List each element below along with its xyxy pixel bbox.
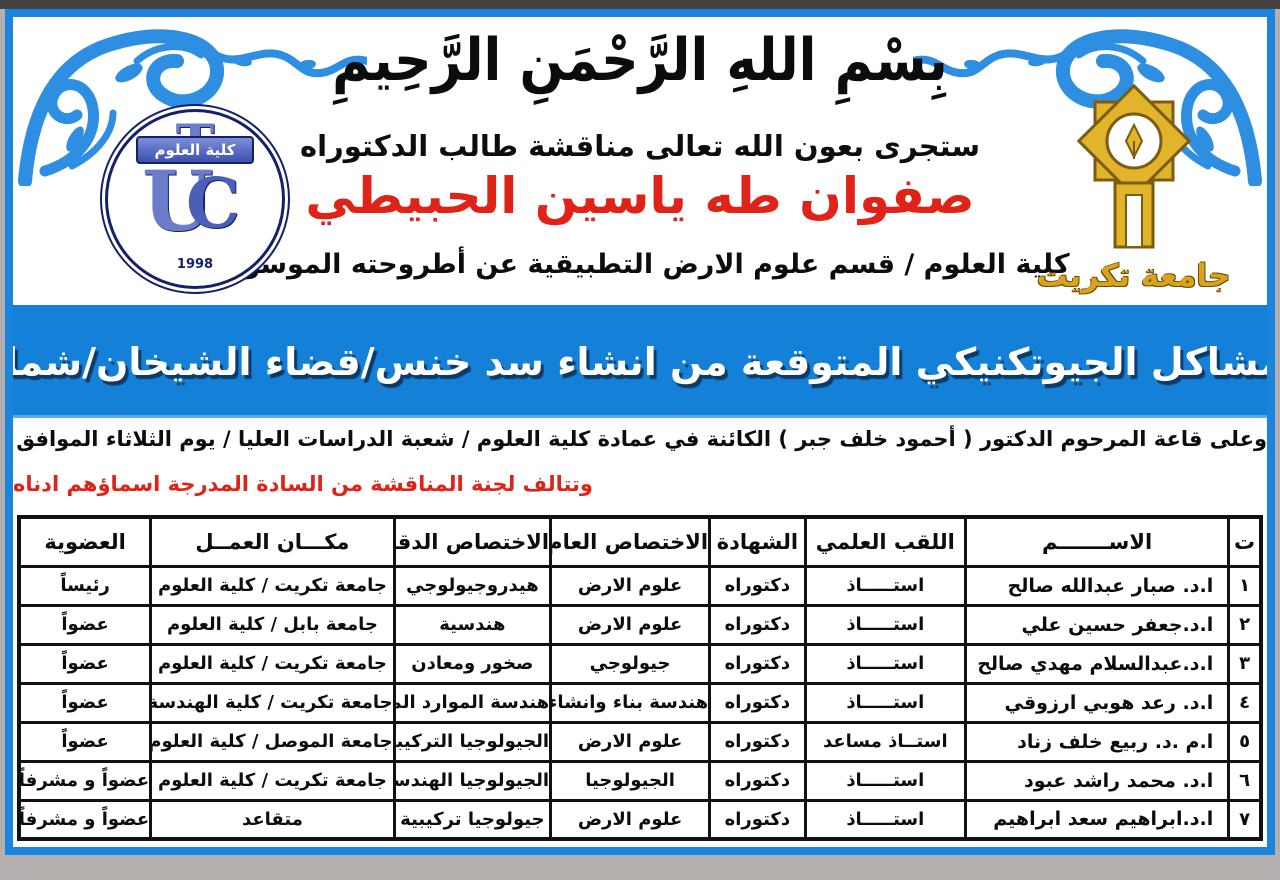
thesis-title-banner: دراسة المشاكل الجيوتكنيكي المتوقعة من ان…	[13, 305, 1267, 418]
table-cell: استــاذ مساعد	[803, 720, 967, 763]
table-cell: الجيولوجيا الهندسية	[392, 759, 553, 802]
table-row: ٣ ا.د.عبدالسلام مهدي صالح استـــــاذ دكتورا…	[17, 642, 1263, 685]
table-cell: دكتوراه	[708, 642, 807, 685]
table-row: ٤ ا.د. رعد هوبي ارزوقي استـــــاذ دكتوراه هن…	[17, 681, 1263, 724]
table-cell: الجيولوجيا التركيبية	[392, 720, 553, 763]
table-row: ٦ ا.د. محمد راشد عبود استـــــاذ دكتوراه الج…	[17, 759, 1263, 802]
monogram-letter-u: U	[142, 154, 214, 250]
table-cell: استـــــاذ	[803, 759, 967, 802]
column-header: الشهادة	[708, 515, 807, 568]
table-cell: جامعة بابل / كلية العلوم	[149, 603, 396, 646]
table-cell: عضواً و مشرفاً	[17, 798, 153, 841]
table-cell: استـــــاذ	[803, 564, 967, 607]
top-edge-strip	[0, 0, 1280, 9]
table-cell: هيدروجيولوجي	[392, 564, 553, 607]
committee-intro-line: وتتالف لجنة المناقشة من السادة المدرجة ا…	[13, 472, 593, 496]
university-emblem-icon	[1076, 83, 1192, 249]
table-cell: علوم الارض	[549, 564, 712, 607]
table-cell: عضواً و مشرفاً	[17, 759, 153, 802]
table-row: ٢ ا.د.جعفر حسين علي استـــــاذ دكتوراه علوم …	[17, 603, 1263, 646]
table-cell: ٢	[1227, 603, 1263, 646]
column-header: ت	[1227, 515, 1263, 568]
table-cell: ا.د.عبدالسلام مهدي صالح	[963, 642, 1231, 685]
table-cell: دكتوراه	[708, 798, 807, 841]
committee-table-wrapper: ت الاســـــــم اللقب العلمي الشهادة الاختصاص…	[17, 515, 1263, 841]
college-name-ribbon: كلية العلوم	[136, 136, 254, 164]
table-body: ١ ا.د. صبار عبدالله صالح استـــــاذ دكتوراه…	[17, 564, 1263, 841]
table-cell: علوم الارض	[549, 798, 712, 841]
table-cell: ٣	[1227, 642, 1263, 685]
bismillah-calligraphy: بِسْمِ اللهِ الرَّحْمَنِ الرَّحِيمِ	[332, 27, 948, 95]
college-monogram: U C T	[108, 112, 282, 286]
table-cell: ا.د.ابراهيم سعد ابراهيم	[963, 798, 1231, 841]
table-header-row: ت الاســـــــم اللقب العلمي الشهادة الاختصاص…	[17, 515, 1263, 568]
table-cell: علوم الارض	[549, 720, 712, 763]
college-founding-year: 1998	[176, 257, 214, 272]
table-cell: الجيولوجيا	[549, 759, 712, 802]
venue-date-line: وعلى قاعة المرحوم الدكتور ( أحمود خلف جب…	[13, 427, 1267, 451]
table-cell: عضواً	[17, 642, 153, 685]
university-name-label: جامعة تكريت	[1036, 258, 1231, 294]
table-cell: دكتوراه	[708, 564, 807, 607]
table-cell: دكتوراه	[708, 603, 807, 646]
column-header: الاســـــــم	[963, 515, 1231, 568]
table-cell: استـــــاذ	[803, 798, 967, 841]
table-cell: جامعة الموصل / كلية العلوم	[149, 720, 396, 763]
table-cell: جامعة تكريت / كلية الهندسة	[149, 681, 396, 724]
table-cell: جامعة تكريت / كلية العلوم	[149, 759, 396, 802]
column-header: مكـــان العمــل	[149, 515, 396, 568]
table-cell: ا.د. محمد راشد عبود	[963, 759, 1231, 802]
committee-table: ت الاســـــــم اللقب العلمي الشهادة الاختصاص…	[17, 515, 1263, 841]
column-header: العضوية	[17, 515, 153, 568]
table-cell: جامعة تكريت / كلية العلوم	[149, 642, 396, 685]
table-cell: هندسة بناء وانشاءات	[549, 681, 712, 724]
column-header: الاختصاص العام	[549, 515, 712, 568]
table-cell: عضواً	[17, 603, 153, 646]
table-cell: ا.د.جعفر حسين علي	[963, 603, 1231, 646]
table-cell: ٦	[1227, 759, 1263, 802]
table-cell: جيولوجي	[549, 642, 712, 685]
column-header: الاختصاص الدقيق	[392, 515, 553, 568]
table-cell: صخور ومعادن	[392, 642, 553, 685]
column-header: اللقب العلمي	[803, 515, 967, 568]
table-cell: عضواً	[17, 681, 153, 724]
table-cell: استـــــاذ	[803, 603, 967, 646]
table-cell: جامعة تكريت / كلية العلوم	[149, 564, 396, 607]
candidate-name: صفوان طه ياسين الحبيطي	[305, 167, 975, 225]
table-cell: ا.م .د. ربيع خلف زناد	[963, 720, 1231, 763]
table-row: ٥ ا.م .د. ربيع خلف زناد استــاذ مساعد دكتور…	[17, 720, 1263, 763]
announcement-line: ستجرى بعون الله تعالى مناقشة طالب الدكتو…	[299, 129, 981, 163]
table-cell: دكتوراه	[708, 759, 807, 802]
table-cell: هندسة الموارد المائية	[392, 681, 553, 724]
table-cell: استـــــاذ	[803, 642, 967, 685]
table-cell: ا.د. صبار عبدالله صالح	[963, 564, 1231, 607]
tikrit-university-logo: جامعة تكريت	[1026, 79, 1241, 294]
arabesque-corner-icon	[913, 29, 1262, 186]
table-row: ٧ ا.د.ابراهيم سعد ابراهيم استـــــاذ دكتورا…	[17, 798, 1263, 841]
table-row: ١ ا.د. صبار عبدالله صالح استـــــاذ دكتوراه…	[17, 564, 1263, 607]
table-cell: دكتوراه	[708, 681, 807, 724]
table-cell: ٤	[1227, 681, 1263, 724]
table-cell: ٥	[1227, 720, 1263, 763]
table-cell: ٧	[1227, 798, 1263, 841]
table-cell: ١	[1227, 564, 1263, 607]
table-cell: علوم الارض	[549, 603, 712, 646]
table-cell: عضواً	[17, 720, 153, 763]
poster-content: بِسْمِ اللهِ الرَّحْمَنِ الرَّحِيمِ ستجر…	[13, 17, 1267, 847]
poster-frame: بِسْمِ اللهِ الرَّحْمَنِ الرَّحِيمِ ستجر…	[5, 9, 1275, 855]
table-cell: استـــــاذ	[803, 681, 967, 724]
monogram-letter-c: C	[186, 164, 241, 244]
table-cell: رئيساً	[17, 564, 153, 607]
table-cell: متقاعد	[149, 798, 396, 841]
table-cell: ا.د. رعد هوبي ارزوقي	[963, 681, 1231, 724]
table-cell: جيولوجيا تركيبية	[392, 798, 553, 841]
college-of-science-logo: U C T كلية العلوم 1998	[105, 109, 285, 289]
arabesque-corner-icon	[18, 29, 367, 186]
thesis-title: دراسة المشاكل الجيوتكنيكي المتوقعة من ان…	[13, 339, 1267, 384]
table-cell: دكتوراه	[708, 720, 807, 763]
table-cell: هندسية	[392, 603, 553, 646]
department-line: كلية العلوم / قسم علوم الارض التطبيقية ع…	[210, 249, 1070, 280]
